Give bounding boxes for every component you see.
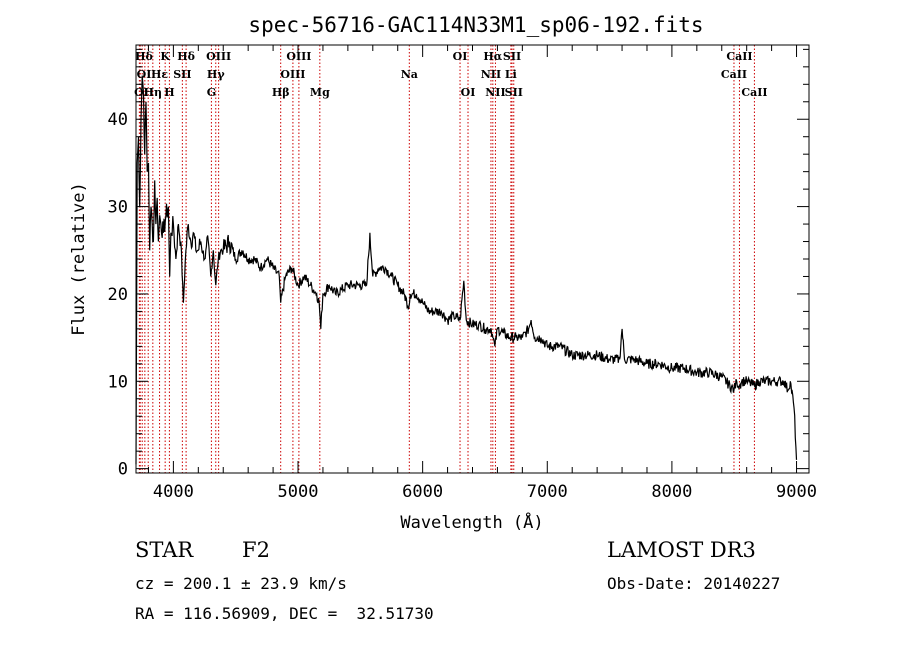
spectral-line-label-1: K — [160, 50, 170, 63]
redshift-text: cz = 200.1 ± 23.9 km/s — [135, 574, 347, 593]
plot-frame — [135, 44, 810, 474]
spectral-line-label-12: Hγ — [207, 68, 225, 81]
spectral-line-label-0: Hδ — [135, 50, 153, 63]
spectral-line-label-27: CaII — [741, 86, 767, 99]
spectral-line-label-4: OIII — [286, 50, 311, 63]
x-tick-label-6000: 6000 — [402, 482, 443, 502]
spectral-line-label-11: SII — [173, 68, 191, 81]
object-class: STAR — [135, 538, 194, 562]
spectral-line-label-7: SII — [503, 50, 521, 63]
x-tick-label-7000: 7000 — [527, 482, 568, 502]
spectral-line-label-23: Mg — [310, 86, 330, 99]
spectral-line-label-16: Li — [505, 68, 517, 81]
spectral-line-label-15: NII — [481, 68, 501, 81]
obs-date-text: Obs-Date: 20140227 — [607, 574, 781, 593]
x-tick-label-5000: 5000 — [278, 482, 319, 502]
spectral-line-label-10: Hε — [151, 68, 168, 81]
coords-text: RA = 116.56909, DEC = 32.51730 — [135, 604, 434, 623]
spectral-line-label-3: OIII — [206, 50, 231, 63]
x-tick-label-8000: 8000 — [651, 482, 692, 502]
spectral-line-label-25: NII — [485, 86, 505, 99]
survey-name: LAMOST DR3 — [607, 538, 756, 562]
spectral-line-label-5: OI — [453, 50, 468, 63]
spectral-line-label-19: Hη — [144, 86, 162, 99]
object-subclass: F2 — [242, 538, 270, 562]
x-tick-label-9000: 9000 — [776, 482, 817, 502]
spectral-line-label-24: OI — [461, 86, 476, 99]
y-tick-label-40: 40 — [108, 110, 128, 130]
y-tick-label-0: 0 — [118, 460, 128, 480]
spectral-line-markers — [138, 45, 755, 473]
x-axis-label: Wavelength (Å) — [400, 511, 543, 533]
spectral-line-label-14: Na — [401, 68, 418, 81]
y-tick-label-20: 20 — [108, 285, 128, 305]
y-axis-label: Flux (relative) — [69, 182, 89, 336]
spectral-line-label-2: Hδ — [177, 50, 195, 63]
spectrum-series-line — [135, 75, 798, 465]
spectral-line-label-26: SII — [505, 86, 523, 99]
spectral-line-label-20: H — [164, 86, 174, 99]
spectral-line-label-17: CaII — [721, 68, 747, 81]
x-tick-label-4000: 4000 — [153, 482, 194, 502]
axis-ticks: 4000 5000 6000 7000 8000 9000 0 10 20 30 40 — [108, 45, 817, 502]
spectral-line-label-6: Hα — [483, 50, 502, 63]
spectrum-chart: spec-56716-GAC114N33M1_sp06-192.fits Hδ K… — [69, 13, 817, 533]
spectral-line-label-9: OI — [137, 68, 152, 81]
spectral-line-label-22: Hβ — [272, 86, 290, 99]
chart-title: spec-56716-GAC114N33M1_sp06-192.fits — [248, 13, 703, 37]
spectral-line-label-8: CaII — [726, 50, 752, 63]
y-tick-label-30: 30 — [108, 198, 128, 218]
y-tick-label-10: 10 — [108, 372, 128, 392]
spectral-line-label-21: G — [207, 86, 216, 99]
spectral-line-label-13: OIII — [280, 68, 305, 81]
